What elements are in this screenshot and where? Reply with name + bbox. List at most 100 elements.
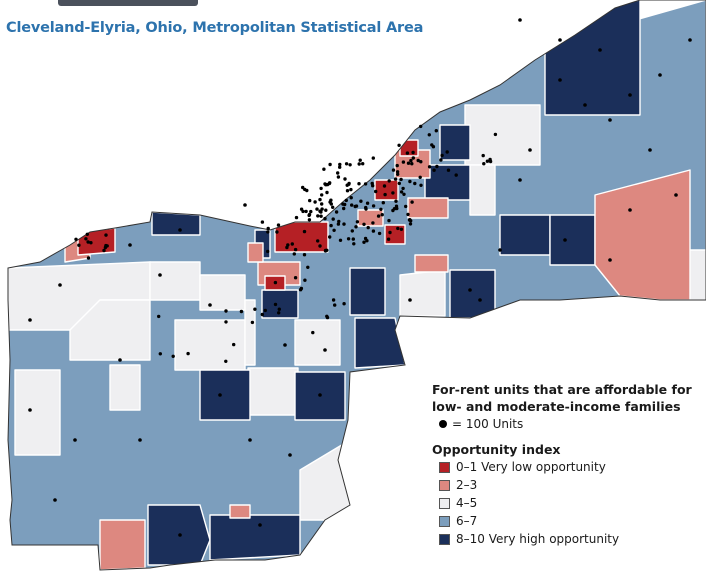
tract-very-low bbox=[77, 227, 116, 256]
unit-dot bbox=[336, 171, 340, 175]
unit-dot bbox=[411, 156, 415, 160]
unit-dot bbox=[388, 230, 392, 235]
unit-dot bbox=[528, 148, 532, 152]
unit-dot bbox=[397, 181, 401, 186]
unit-dot bbox=[366, 225, 370, 230]
unit-dot bbox=[396, 226, 400, 231]
index-heading: Opportunity index bbox=[432, 442, 561, 457]
unit-dot bbox=[688, 38, 692, 42]
unit-dot bbox=[320, 207, 324, 211]
unit-dot bbox=[307, 218, 312, 222]
unit-dot bbox=[319, 186, 323, 191]
tract-very-high bbox=[449, 269, 496, 319]
unit-dot bbox=[85, 232, 90, 236]
unit-dot bbox=[353, 204, 357, 209]
swatch-high bbox=[439, 515, 450, 527]
legend-item-low: 2–3 bbox=[439, 476, 702, 494]
unit-dot bbox=[307, 212, 312, 217]
unit-dot bbox=[376, 214, 381, 218]
unit-dot bbox=[410, 200, 414, 204]
unit-dot bbox=[488, 159, 493, 164]
tract-moderate bbox=[247, 367, 299, 416]
unit-dot bbox=[171, 354, 175, 358]
swatch-low bbox=[439, 479, 450, 491]
unit-dot bbox=[260, 220, 265, 224]
unit-dot bbox=[343, 202, 347, 207]
tract-moderate bbox=[14, 369, 61, 456]
tract-moderate bbox=[69, 299, 151, 361]
cropped-header-text bbox=[58, 0, 198, 6]
unit-dot bbox=[334, 210, 339, 214]
unit-dot bbox=[309, 209, 313, 214]
unit-dot bbox=[395, 170, 400, 174]
unit-dot bbox=[374, 189, 378, 194]
unit-dot bbox=[333, 303, 337, 307]
unit-dot bbox=[323, 348, 327, 352]
unit-dot bbox=[344, 198, 348, 203]
unit-dot bbox=[362, 222, 366, 226]
unit-dot bbox=[427, 133, 431, 137]
unit-dot bbox=[302, 229, 307, 234]
unit-dot bbox=[224, 309, 228, 313]
unit-dot bbox=[435, 164, 439, 169]
unit-dot bbox=[329, 223, 333, 228]
unit-dot bbox=[250, 320, 255, 325]
unit-dot bbox=[299, 207, 304, 211]
unit-dot bbox=[408, 222, 413, 226]
unit-dot bbox=[304, 209, 308, 214]
unit-dot bbox=[338, 238, 343, 242]
unit-dot bbox=[382, 184, 387, 188]
unit-dot bbox=[377, 231, 382, 236]
unit-dot bbox=[273, 302, 278, 307]
unit-dot bbox=[243, 203, 247, 207]
unit-dot bbox=[302, 253, 307, 257]
unit-dot bbox=[319, 214, 323, 218]
unit-dot bbox=[598, 48, 602, 52]
tract-very-high bbox=[439, 124, 471, 161]
unit-dot bbox=[399, 190, 404, 194]
legend-item-moderate: 4–5 bbox=[439, 494, 702, 512]
unit-dot bbox=[370, 181, 374, 186]
tract-very-high bbox=[544, 0, 641, 116]
unit-dot bbox=[86, 240, 90, 244]
tract-moderate bbox=[149, 261, 201, 301]
legend-label: 8–10 Very high opportunity bbox=[456, 532, 620, 546]
unit-dot bbox=[323, 248, 328, 253]
unit-dot bbox=[371, 221, 375, 225]
unit-dot bbox=[628, 93, 632, 97]
unit-dot bbox=[482, 162, 486, 166]
unit-dot bbox=[273, 280, 278, 285]
unit-dot bbox=[498, 248, 502, 252]
tract-moderate bbox=[109, 364, 141, 411]
unit-dot bbox=[399, 227, 404, 231]
unit-dot bbox=[266, 249, 270, 254]
unit-dot bbox=[343, 177, 347, 181]
unit-dot bbox=[396, 172, 400, 176]
unit-dot bbox=[432, 168, 436, 172]
unit-dot bbox=[336, 175, 341, 179]
unit-dot bbox=[563, 238, 567, 242]
unit-dot bbox=[391, 168, 396, 172]
unit-dot bbox=[391, 191, 395, 195]
unit-dot bbox=[518, 178, 522, 182]
unit-dot bbox=[408, 179, 412, 184]
unit-dot bbox=[413, 181, 417, 186]
unit-dot bbox=[328, 162, 332, 167]
unit-dot bbox=[346, 237, 351, 241]
unit-dot bbox=[306, 265, 310, 269]
unit-dot bbox=[364, 205, 368, 210]
unit-dot bbox=[89, 241, 93, 245]
unit-dot bbox=[386, 237, 391, 241]
unit-dot bbox=[440, 153, 444, 158]
unit-dot bbox=[104, 233, 108, 237]
unit-dot-icon bbox=[439, 420, 447, 428]
unit-dot bbox=[28, 408, 32, 412]
tract-very-high bbox=[424, 164, 471, 201]
unit-dot bbox=[381, 201, 385, 205]
unit-dot bbox=[320, 202, 324, 206]
unit-dot bbox=[410, 162, 414, 166]
unit-dot bbox=[406, 161, 411, 165]
map-legend: For-rent units that are affordable for l… bbox=[432, 381, 702, 548]
unit-dot bbox=[392, 207, 397, 211]
